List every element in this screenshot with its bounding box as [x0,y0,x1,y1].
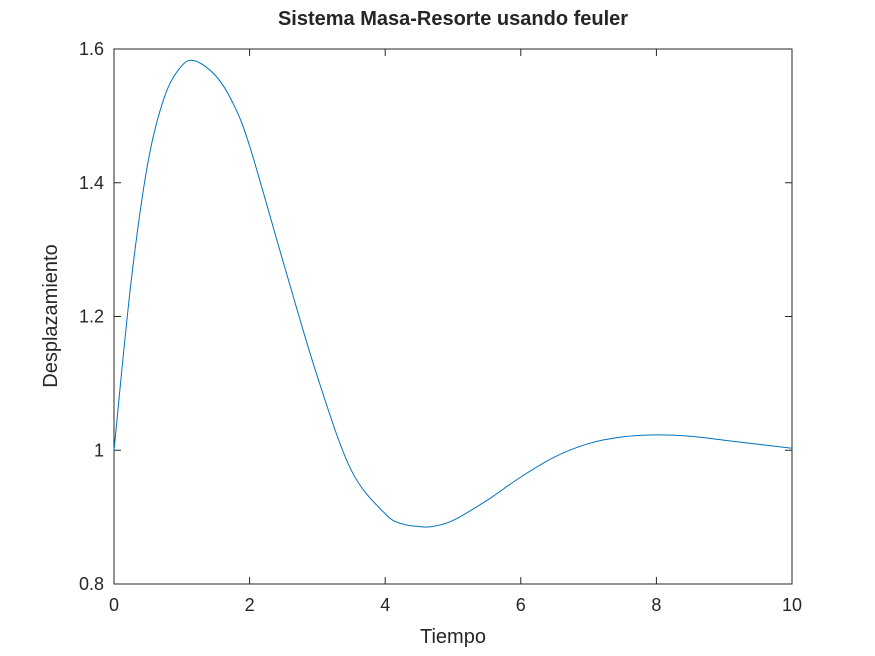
x-tick-label: 8 [651,595,661,615]
y-axis-label: Desplazamiento [40,244,62,387]
axis-ticks [113,48,793,585]
y-tick-label: 1.6 [79,39,104,59]
y-tick-label: 1.4 [79,173,104,193]
x-tick-label: 4 [380,595,390,615]
x-tick-label: 0 [109,595,119,615]
x-tick-label: 10 [782,595,802,615]
y-tick-label: 0.8 [79,574,104,594]
chart-title: Sistema Masa-Resorte usando feuler [278,8,628,30]
y-tick-label: 1 [94,440,104,460]
y-tick-label: 1.2 [79,307,104,327]
axis-tick-labels: 0 2 4 6 8 10 0.8 1 1.2 1.4 1.6 [79,39,802,615]
x-tick-label: 2 [245,595,255,615]
x-axis-label: Tiempo [420,626,486,648]
x-tick-label: 6 [516,595,526,615]
plot-area [113,48,793,585]
series-line [113,59,793,528]
